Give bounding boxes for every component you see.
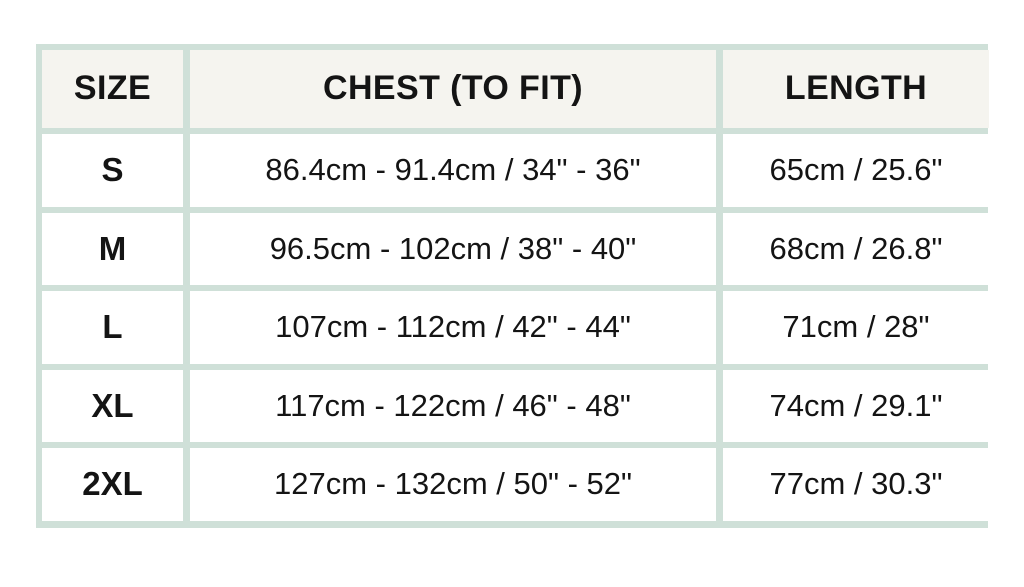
cell-length: 71cm / 28"	[723, 291, 989, 364]
table-row: L 107cm - 112cm / 42" - 44" 71cm / 28"	[42, 291, 989, 364]
column-header-length: LENGTH	[723, 50, 989, 128]
cell-chest: 127cm - 132cm / 50" - 52"	[190, 448, 716, 521]
cell-size: L	[42, 291, 183, 364]
cell-chest: 96.5cm - 102cm / 38" - 40"	[190, 212, 716, 285]
cell-length: 77cm / 30.3"	[723, 448, 989, 521]
cell-length: 74cm / 29.1"	[723, 369, 989, 442]
table-row: 2XL 127cm - 132cm / 50" - 52" 77cm / 30.…	[42, 448, 989, 521]
table-row: S 86.4cm - 91.4cm / 34" - 36" 65cm / 25.…	[42, 134, 989, 207]
table-row: XL 117cm - 122cm / 46" - 48" 74cm / 29.1…	[42, 369, 989, 442]
cell-size: M	[42, 212, 183, 285]
cell-chest: 107cm - 112cm / 42" - 44"	[190, 291, 716, 364]
cell-chest: 117cm - 122cm / 46" - 48"	[190, 369, 716, 442]
cell-size: 2XL	[42, 448, 183, 521]
cell-chest: 86.4cm - 91.4cm / 34" - 36"	[190, 134, 716, 207]
column-header-size: SIZE	[42, 50, 183, 128]
cell-length: 68cm / 26.8"	[723, 212, 989, 285]
size-chart-table: SIZE CHEST (TO FIT) LENGTH S 86.4cm - 91…	[36, 44, 989, 528]
cell-length: 65cm / 25.6"	[723, 134, 989, 207]
column-header-chest: CHEST (TO FIT)	[190, 50, 716, 128]
cell-size: S	[42, 134, 183, 207]
table-header-row: SIZE CHEST (TO FIT) LENGTH	[42, 50, 989, 128]
table-row: M 96.5cm - 102cm / 38" - 40" 68cm / 26.8…	[42, 212, 989, 285]
cell-size: XL	[42, 369, 183, 442]
